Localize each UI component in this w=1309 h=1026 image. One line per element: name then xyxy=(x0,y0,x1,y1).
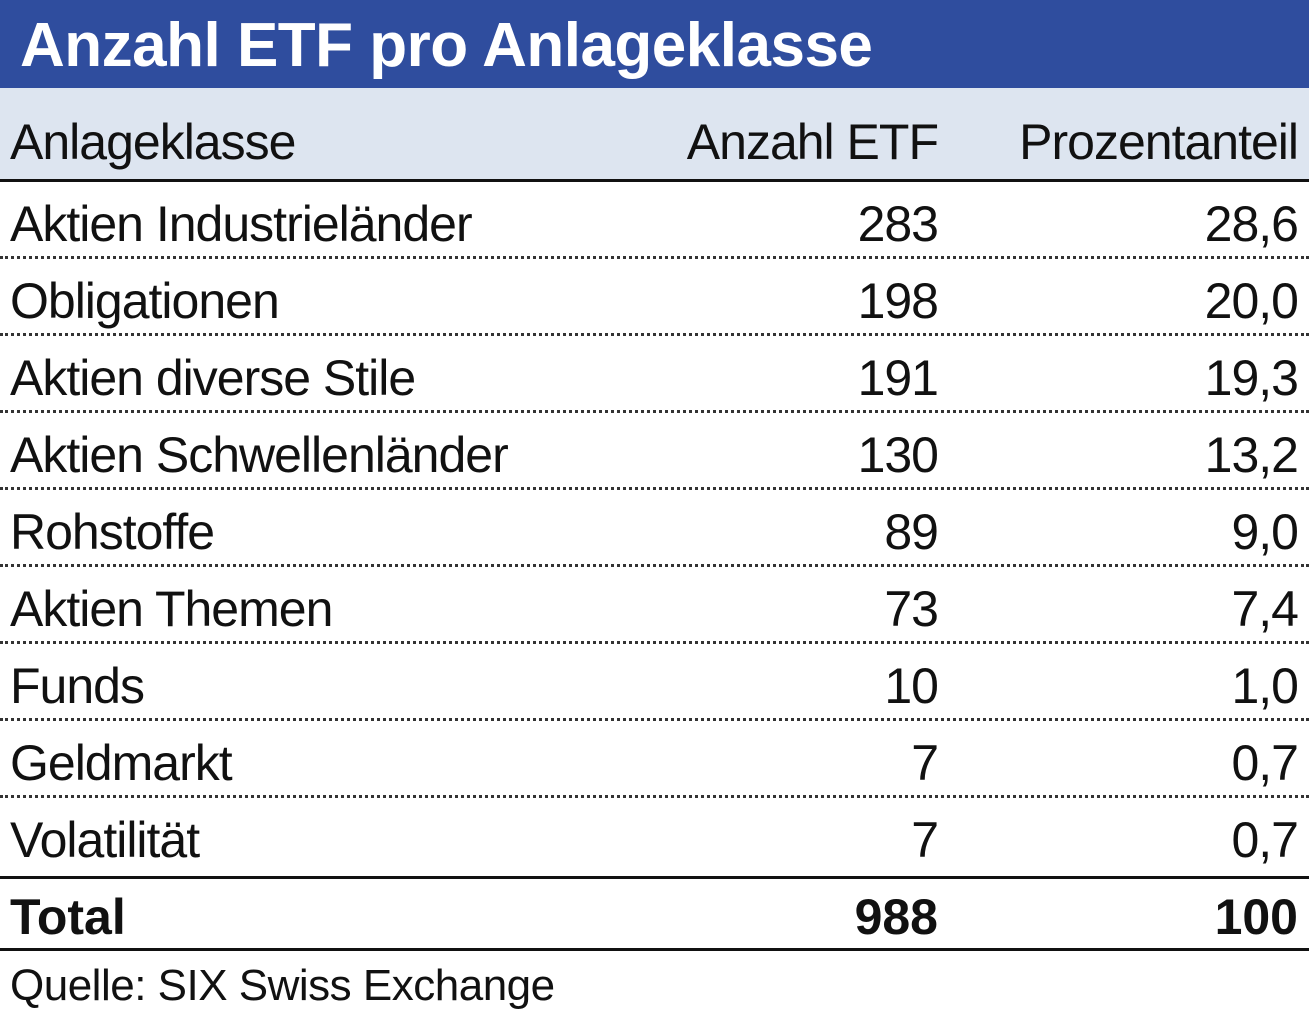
header-anzahl-etf: Anzahl ETF xyxy=(686,114,939,170)
row-anlageklasse: Funds xyxy=(10,658,145,714)
table-row: Aktien Themen 73 7,4 xyxy=(0,567,1309,644)
row-prozentanteil: 13,2 xyxy=(1204,427,1299,483)
row-prozentanteil: 20,0 xyxy=(1204,273,1299,329)
source-note: Quelle: SIX Swiss Exchange xyxy=(10,961,555,1010)
row-prozentanteil: 0,7 xyxy=(1231,735,1299,791)
chart-title: Anzahl ETF pro Anlageklasse xyxy=(20,11,873,80)
title-bar: Anzahl ETF pro Anlageklasse xyxy=(0,0,1309,88)
total-label: Total xyxy=(10,889,126,945)
table-body: Aktien Industrieländer 283 28,6 Obligatione… xyxy=(0,182,1309,875)
row-anzahl-etf: 7 xyxy=(911,812,939,868)
row-prozentanteil: 9,0 xyxy=(1231,504,1299,560)
table-row: Aktien diverse Stile 191 19,3 xyxy=(0,336,1309,413)
table-row: Obligationen 198 20,0 xyxy=(0,259,1309,336)
row-anlageklasse: Geldmarkt xyxy=(10,735,233,791)
table-row: Aktien Industrieländer 283 28,6 xyxy=(0,182,1309,259)
table-header: Anlageklasse Anzahl ETF Prozentanteil xyxy=(0,88,1309,182)
row-prozentanteil: 19,3 xyxy=(1204,350,1299,406)
table-row: Geldmarkt 7 0,7 xyxy=(0,721,1309,798)
row-anlageklasse: Aktien diverse Stile xyxy=(10,350,416,406)
row-anlageklasse: Aktien Schwellenländer xyxy=(10,427,509,483)
header-anlageklasse: Anlageklasse xyxy=(10,114,296,170)
row-anlageklasse: Obligationen xyxy=(10,273,280,329)
row-prozentanteil: 1,0 xyxy=(1231,658,1299,714)
total-count: 988 xyxy=(854,889,938,945)
row-anzahl-etf: 89 xyxy=(884,504,939,560)
row-anzahl-etf: 130 xyxy=(857,427,939,483)
row-anzahl-etf: 7 xyxy=(911,735,939,791)
row-anzahl-etf: 10 xyxy=(884,658,939,714)
table-row: Volatilität 7 0,7 xyxy=(0,798,1309,875)
row-prozentanteil: 28,6 xyxy=(1204,196,1299,252)
row-anlageklasse: Rohstoffe xyxy=(10,504,215,560)
row-prozentanteil: 7,4 xyxy=(1231,581,1299,637)
table-row: Aktien Schwellenländer 130 13,2 xyxy=(0,413,1309,490)
total-pct: 100 xyxy=(1214,889,1298,945)
total-row: Total 988 100 xyxy=(0,876,1309,951)
row-anzahl-etf: 191 xyxy=(857,350,939,406)
row-prozentanteil: 0,7 xyxy=(1231,812,1299,868)
header-prozentanteil: Prozentanteil xyxy=(1019,114,1299,170)
row-anzahl-etf: 198 xyxy=(857,273,939,329)
row-anzahl-etf: 283 xyxy=(857,196,939,252)
table-row: Funds 10 1,0 xyxy=(0,644,1309,721)
table-row: Rohstoffe 89 9,0 xyxy=(0,490,1309,567)
row-anlageklasse: Aktien Themen xyxy=(10,581,333,637)
row-anlageklasse: Volatilität xyxy=(10,812,200,868)
row-anlageklasse: Aktien Industrieländer xyxy=(10,196,473,252)
row-anzahl-etf: 73 xyxy=(884,581,939,637)
